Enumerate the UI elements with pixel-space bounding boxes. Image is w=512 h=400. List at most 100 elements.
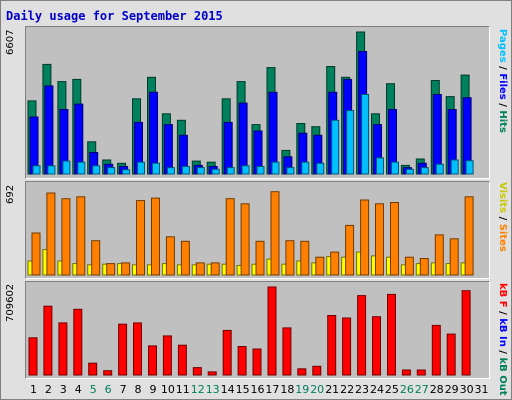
sites-bar [151, 197, 160, 276]
day-label: 19 [295, 383, 310, 396]
files-bar [163, 124, 173, 175]
bot-legend: kB F / kB In / kB Out [497, 283, 508, 396]
kbytes-bar [282, 327, 292, 376]
legend-entry: / [497, 307, 508, 319]
sites-bar [404, 256, 414, 276]
sites-bar [91, 240, 101, 276]
legend-entry: kB F [497, 283, 508, 308]
visits-sites-chart [27, 191, 474, 276]
pages-bar [301, 161, 310, 175]
legend-entry: Sites [497, 223, 508, 252]
sites-bar [210, 262, 220, 276]
sites-bar [225, 198, 235, 276]
pages-bar [271, 161, 280, 175]
kbytes-bar [446, 333, 456, 376]
pages-bar [92, 165, 101, 175]
kbytes-chart [28, 286, 471, 376]
mid-max-label: 692 [5, 184, 16, 204]
kbytes-bar [416, 369, 426, 376]
pages-bar [361, 94, 370, 175]
pages-bar [137, 161, 145, 175]
day-label: 20 [310, 383, 325, 396]
sites-bar [390, 202, 399, 276]
kbytes-bar [342, 317, 352, 376]
kbytes-bar [118, 323, 128, 376]
kbytes-bar [461, 290, 471, 376]
files-bar [238, 102, 248, 175]
kbytes-bar [58, 322, 68, 376]
pages-bar [435, 163, 444, 175]
kbytes-bar [177, 344, 187, 376]
pages-bar [152, 162, 160, 175]
visits-sites-panel [25, 181, 490, 279]
kbytes-bar [207, 371, 217, 376]
pages-bar [241, 165, 250, 175]
files-bar [223, 121, 233, 175]
legend-entry: Files [497, 73, 508, 100]
kbytes-bar [88, 362, 98, 376]
sites-bar [300, 240, 310, 276]
sites-bar [419, 258, 429, 276]
day-label: 14 [220, 383, 235, 396]
pages-bar [376, 157, 384, 175]
top-legend: Pages / Files / Hits [497, 29, 508, 133]
pages-bar [331, 119, 340, 175]
day-label: 4 [74, 383, 82, 396]
sites-bar [464, 196, 474, 276]
sites-bar [285, 240, 295, 276]
kbytes-bar [267, 286, 277, 376]
top-max-label: 6607 [5, 29, 16, 55]
pages-bar [47, 165, 56, 175]
legend-entry: Pages [497, 29, 508, 63]
pages-bar [166, 167, 175, 175]
kbytes-bar [192, 367, 202, 376]
day-label: 10 [160, 383, 175, 396]
day-label: 5 [89, 383, 97, 396]
pages-bar [256, 166, 265, 175]
day-label: 30 [459, 383, 474, 396]
day-label: 25 [384, 383, 399, 396]
sites-bar [375, 203, 384, 276]
sites-bar [434, 234, 444, 276]
pages-bar [450, 159, 459, 175]
pages-bar [181, 166, 190, 175]
sites-bar [136, 200, 145, 276]
kbytes-bar [252, 348, 262, 376]
day-label: 7 [119, 383, 127, 396]
day-label: 22 [340, 383, 355, 396]
day-label: 16 [250, 383, 265, 396]
pages-bar [77, 161, 86, 175]
day-label: 11 [175, 383, 190, 396]
pages-bar [286, 167, 295, 175]
day-label: 31 [474, 383, 489, 396]
pages-bar [316, 162, 325, 175]
day-label: 21 [325, 383, 340, 396]
day-label: 18 [280, 383, 295, 396]
kbytes-bar [327, 315, 337, 376]
day-label: 24 [370, 383, 384, 396]
kbytes-bar [357, 295, 367, 376]
kbytes-bar [162, 335, 172, 376]
sites-bar [165, 236, 175, 276]
pages-bar [346, 110, 355, 175]
kbytes-bar [401, 369, 411, 376]
pages-bar [226, 167, 235, 175]
files-bar [149, 91, 158, 175]
pages-bar [62, 160, 71, 175]
day-label: 17 [265, 383, 280, 396]
kbytes-panel [25, 281, 490, 379]
kbytes-bar [297, 368, 307, 376]
kbytes-bar [43, 305, 53, 376]
sites-bar [449, 238, 459, 276]
sites-bar [240, 203, 250, 276]
legend-entry: Visits [497, 182, 508, 214]
day-label: 1 [30, 383, 37, 396]
sites-bar [360, 199, 370, 276]
day-label: 28 [429, 383, 444, 396]
day-label: 29 [444, 383, 459, 396]
hits-files-pages-panel [25, 26, 490, 179]
sites-bar [180, 240, 190, 276]
sites-bar [61, 198, 71, 276]
kbytes-bar [387, 293, 396, 376]
